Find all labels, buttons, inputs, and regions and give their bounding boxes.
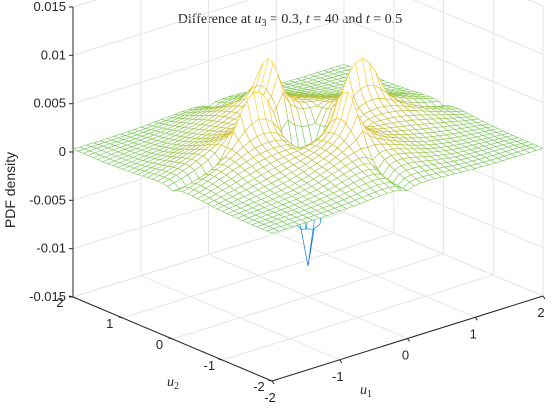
x-axis-label: u1 [360,383,372,400]
y-axis-label: u2 [167,375,179,392]
side-wall-gridline [413,0,544,55]
back-wall-gridline [72,18,345,105]
x-tick-label: -1 [332,369,344,384]
y-tick-label: 1 [106,316,113,331]
y-tick-label: 0 [156,337,163,352]
side-wall-gridline [343,18,544,104]
z-axis-label: PDF density [2,152,18,228]
z-tick-label: 0.005 [33,96,66,111]
z-tick-label: 0 [59,144,66,159]
z-tick-label: -0.005 [29,192,66,207]
side-wall-gridline [343,211,544,297]
x-tick-label: -2 [264,390,276,405]
x-tick [407,338,410,342]
floor-gridline [222,274,494,361]
y-tick-label: -1 [204,358,216,373]
x-tick-label: 2 [537,305,544,320]
floor-gridline [172,253,444,340]
z-tick-label: 0.015 [33,0,66,14]
y-tick [168,337,173,340]
x-tick-label: 0 [402,348,409,363]
y-tick [118,316,123,319]
mesh-surface [72,57,544,266]
x-tick [271,380,275,385]
z-tick-label: 0.01 [41,47,66,62]
back-wall-gridline [72,0,251,56]
x-tick [474,317,478,321]
y-tick [267,379,273,382]
z-tick-label: -0.01 [36,241,66,256]
y-tick [218,358,223,361]
chart-title: Difference at u3 = 0.3, t = 40 and t = 0… [178,12,402,29]
floor-gridline [122,232,394,319]
y-tick-label: -2 [253,379,265,394]
x-tick [339,359,343,364]
y-tick-label: 2 [56,295,63,310]
x-tick [542,295,546,300]
mesh-cell [266,228,280,234]
z-tick-label: -0.015 [29,289,66,304]
tick-labels: -2-1012-2-1012-0.015-0.01-0.00500.0050.0… [29,0,544,405]
x-tick-label: 1 [470,326,477,341]
